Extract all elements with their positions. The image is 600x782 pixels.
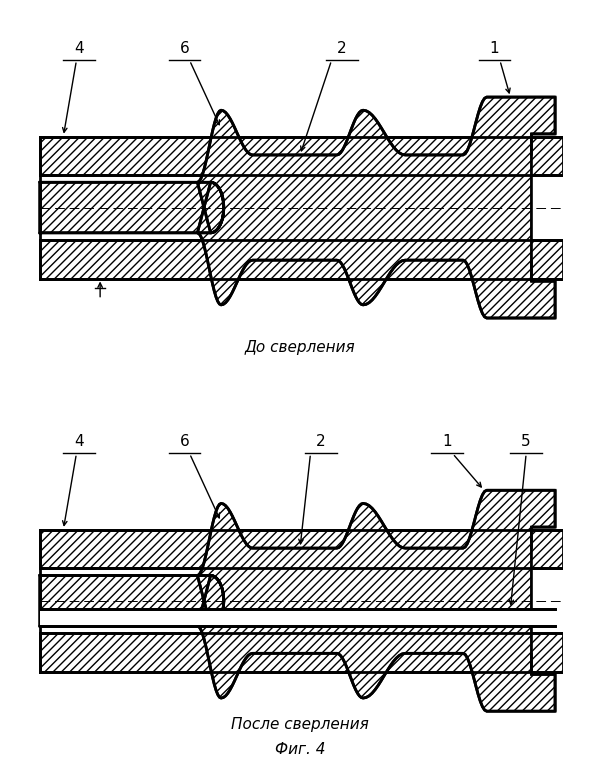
Text: 1: 1 — [490, 41, 499, 56]
Polygon shape — [40, 240, 563, 278]
Polygon shape — [40, 137, 563, 175]
Text: После сверления: После сверления — [231, 717, 369, 732]
Text: Фиг. 4: Фиг. 4 — [275, 742, 325, 758]
Text: 2: 2 — [316, 434, 326, 449]
Polygon shape — [40, 490, 555, 711]
Text: 4: 4 — [74, 434, 84, 449]
Text: 5: 5 — [521, 434, 531, 449]
Text: 2: 2 — [337, 41, 347, 56]
Polygon shape — [40, 608, 555, 626]
Text: 6: 6 — [179, 41, 189, 56]
Text: 1: 1 — [442, 434, 452, 449]
Polygon shape — [40, 97, 555, 318]
Text: До сверления: До сверления — [245, 340, 355, 355]
Text: 4: 4 — [74, 41, 84, 56]
Polygon shape — [40, 633, 563, 672]
Text: 6: 6 — [179, 434, 189, 449]
Polygon shape — [40, 529, 563, 569]
